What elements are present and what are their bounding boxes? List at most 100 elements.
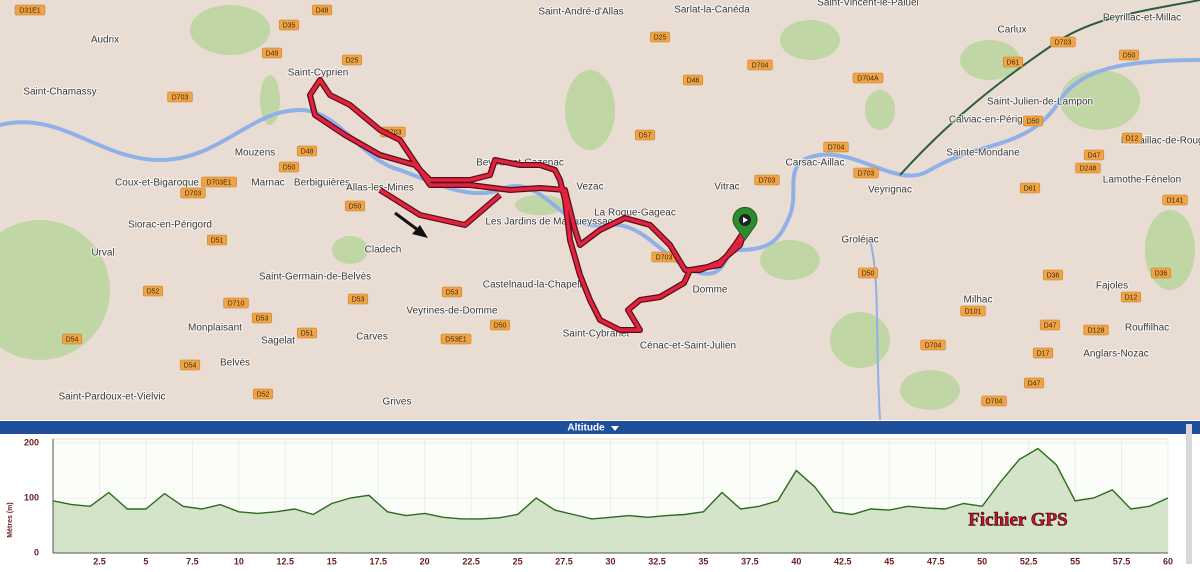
road-label: D51 (211, 237, 224, 244)
start-marker[interactable] (732, 206, 758, 241)
place-label: Coux-et-Bigaroque (115, 178, 199, 189)
road-label: D50 (494, 322, 507, 329)
scrollbar[interactable] (1186, 424, 1192, 564)
watermark: Fichier GPS (968, 509, 1067, 530)
road-badge (1032, 347, 1054, 359)
road-label: D703E1 (206, 179, 231, 186)
place-label: Siorac-en-Périgord (128, 220, 212, 231)
altitude-line (52, 447, 1169, 520)
road-label: D54 (66, 336, 79, 343)
place-label: Saint-Cyprien (288, 68, 349, 79)
x-tick-label: 30 (605, 556, 615, 566)
road-label: D17 (1037, 350, 1050, 357)
road-badge (1118, 49, 1140, 61)
road-badge (754, 174, 780, 186)
road-label: D61 (1007, 59, 1020, 66)
road-badge (1075, 162, 1101, 174)
y-tick-label: 100 (24, 492, 39, 502)
road-label: D52 (257, 391, 270, 398)
profile-header (0, 421, 1200, 434)
road-label: D101 (965, 308, 982, 315)
road-badge (1023, 377, 1045, 389)
place-label: Fajoles (1096, 281, 1128, 292)
route[interactable] (308, 78, 747, 332)
road-badge (441, 286, 463, 298)
road-badge (1050, 36, 1076, 48)
road-label: D53 (256, 315, 269, 322)
road-label: D141 (1167, 197, 1184, 204)
road-label: D53 (352, 296, 365, 303)
map[interactable]: Audrix Saint-Chamassy Saint-Cyprien Mouzens… (0, 0, 1200, 421)
road-label: D47 (1028, 380, 1041, 387)
road-label: D703 (172, 94, 189, 101)
place-label: Lamothe-Fénelon (1103, 175, 1181, 186)
place-label: Veyrines-de-Domme (406, 306, 498, 317)
road-badge (278, 19, 300, 31)
place-label: Saint-Julien-de-Lampon (987, 97, 1093, 108)
road-badge (1002, 56, 1024, 68)
y-tick-label: 200 (24, 437, 39, 447)
place-label: Allas-les-Mines (346, 183, 414, 194)
place-label: Groléjac (841, 235, 878, 246)
place-label: Peyrillac-et-Millac (1103, 13, 1181, 24)
place-label: Saint-Chamassy (23, 87, 96, 98)
road-badge (981, 395, 1007, 407)
road-label: D703 (1055, 39, 1072, 46)
place-label: Calviac-en-Périgord (949, 115, 1037, 126)
place-label: Les Jardins de Marqueyssac (485, 217, 612, 228)
road-badge (1120, 291, 1142, 303)
road-label: D50 (1123, 52, 1136, 59)
road-badge (634, 129, 656, 141)
x-tick-label: 35 (698, 556, 708, 566)
place-label: Sagelat (261, 336, 295, 347)
road-badge (853, 167, 879, 179)
road-label: D53 (446, 289, 459, 296)
place-label: Carves (356, 332, 388, 343)
road-badge (167, 91, 193, 103)
road-label: D36 (1047, 272, 1060, 279)
x-tick-label: 5 (143, 556, 148, 566)
place-label: Mouzens (235, 148, 276, 159)
place-label: Vezac (576, 182, 603, 193)
road-badge (311, 4, 333, 16)
road-label: D704 (752, 62, 769, 69)
road-badge (823, 141, 849, 153)
road-badge (179, 359, 201, 371)
road-badge (440, 333, 472, 345)
place-label: Saint-André-d'Allas (538, 7, 623, 18)
x-tick-label: 12.5 (277, 556, 295, 566)
road-badge (341, 54, 363, 66)
x-tick-label: 25 (513, 556, 523, 566)
road-badge (489, 319, 511, 331)
place-label: Milhac (964, 295, 993, 306)
road-label: D12 (1126, 135, 1139, 142)
x-tick-label: 32.5 (648, 556, 666, 566)
forest-areas (0, 5, 1195, 410)
road-badge (142, 285, 164, 297)
road-label: D50 (1027, 118, 1040, 125)
road-badge (261, 47, 283, 59)
place-label: Domme (692, 285, 727, 296)
road-label: D703 (385, 129, 402, 136)
place-label: Saint-Vincent-le-Paluel (817, 0, 919, 9)
road-label: D703 (759, 177, 776, 184)
road-label: D50 (283, 164, 296, 171)
place-label: Audrix (91, 35, 119, 46)
place-label: Monplaisant (188, 323, 242, 334)
road-badge (857, 267, 879, 279)
road-label: D248 (1080, 165, 1097, 172)
road-badge (1019, 182, 1041, 194)
road-label: D704 (925, 342, 942, 349)
profile-title[interactable]: Altitude (567, 423, 605, 434)
x-tick-label: 37.5 (741, 556, 759, 566)
x-tick-label: 42.5 (834, 556, 852, 566)
road-badge (852, 72, 884, 84)
road-badge (278, 161, 300, 173)
place-label: Marnac (251, 178, 284, 189)
x-tick-label: 27.5 (555, 556, 573, 566)
x-tick-label: 17.5 (369, 556, 387, 566)
place-label: Cladech (365, 245, 402, 256)
road-label: D52 (147, 288, 160, 295)
dropdown-icon[interactable] (611, 426, 619, 431)
road-label: D35 (283, 22, 296, 29)
